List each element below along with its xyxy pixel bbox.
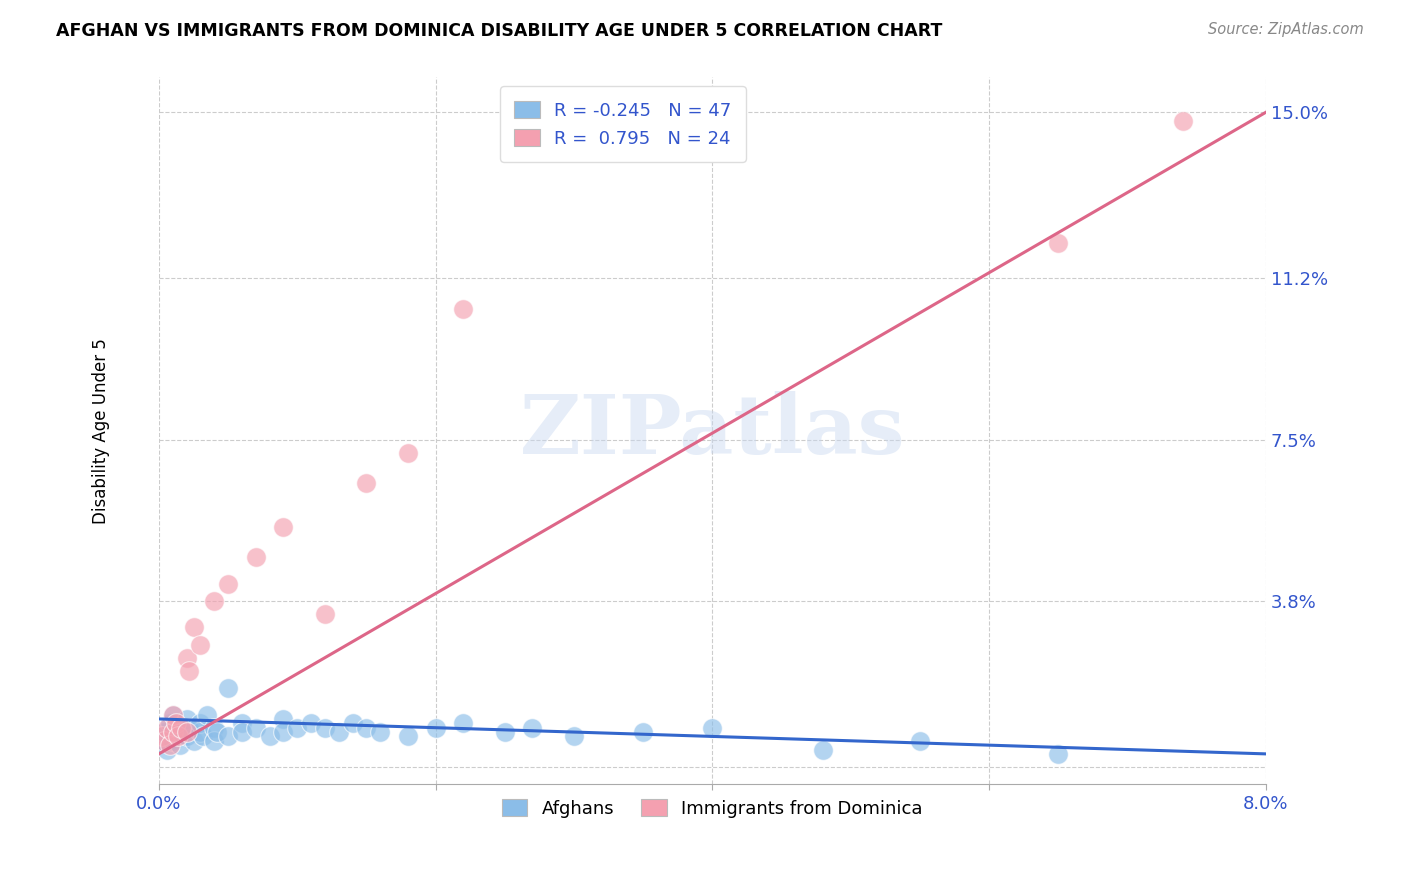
Point bbox=[273, 725, 295, 739]
Point bbox=[170, 725, 193, 739]
Point bbox=[179, 721, 201, 735]
Point bbox=[202, 594, 225, 608]
Text: AFGHAN VS IMMIGRANTS FROM DOMINICA DISABILITY AGE UNDER 5 CORRELATION CHART: AFGHAN VS IMMIGRANTS FROM DOMINICA DISAB… bbox=[56, 22, 942, 40]
Point bbox=[176, 730, 198, 744]
Text: Source: ZipAtlas.com: Source: ZipAtlas.com bbox=[1208, 22, 1364, 37]
Point bbox=[631, 725, 654, 739]
Point bbox=[1047, 747, 1070, 761]
Point bbox=[150, 733, 173, 747]
Point bbox=[328, 725, 350, 739]
Point bbox=[453, 301, 475, 316]
Point bbox=[165, 716, 187, 731]
Point bbox=[156, 721, 179, 735]
Point bbox=[176, 712, 198, 726]
Point bbox=[342, 716, 364, 731]
Point bbox=[162, 707, 184, 722]
Point bbox=[150, 730, 173, 744]
Y-axis label: Disability Age Under 5: Disability Age Under 5 bbox=[93, 338, 110, 524]
Point bbox=[190, 716, 212, 731]
Point bbox=[169, 738, 191, 752]
Point bbox=[562, 730, 585, 744]
Point bbox=[166, 721, 188, 735]
Point bbox=[811, 742, 834, 756]
Point bbox=[202, 721, 225, 735]
Point bbox=[165, 730, 187, 744]
Point bbox=[396, 446, 419, 460]
Point bbox=[356, 476, 378, 491]
Point bbox=[425, 721, 447, 735]
Point bbox=[1171, 114, 1194, 128]
Point bbox=[162, 707, 184, 722]
Point bbox=[285, 721, 308, 735]
Point bbox=[273, 520, 295, 534]
Point bbox=[368, 725, 391, 739]
Point bbox=[153, 733, 176, 747]
Point bbox=[159, 716, 181, 731]
Point bbox=[190, 725, 212, 739]
Point bbox=[314, 721, 336, 735]
Point bbox=[453, 716, 475, 731]
Point bbox=[217, 730, 239, 744]
Point bbox=[273, 712, 295, 726]
Point bbox=[1047, 236, 1070, 251]
Point bbox=[494, 725, 516, 739]
Point bbox=[162, 733, 184, 747]
Point bbox=[176, 651, 198, 665]
Point bbox=[908, 733, 931, 747]
Point bbox=[396, 730, 419, 744]
Point bbox=[193, 730, 215, 744]
Point bbox=[195, 707, 218, 722]
Point bbox=[231, 716, 253, 731]
Point bbox=[245, 721, 267, 735]
Point bbox=[356, 721, 378, 735]
Point bbox=[183, 620, 205, 634]
Point bbox=[314, 607, 336, 622]
Point bbox=[170, 721, 193, 735]
Point bbox=[299, 716, 322, 731]
Point bbox=[183, 733, 205, 747]
Point bbox=[205, 725, 228, 739]
Point bbox=[179, 664, 201, 678]
Point bbox=[231, 725, 253, 739]
Point bbox=[153, 725, 176, 739]
Point bbox=[162, 725, 184, 739]
Point bbox=[259, 730, 281, 744]
Point bbox=[156, 742, 179, 756]
Legend: Afghans, Immigrants from Dominica: Afghans, Immigrants from Dominica bbox=[495, 791, 929, 825]
Point bbox=[217, 681, 239, 696]
Point bbox=[176, 725, 198, 739]
Point bbox=[245, 550, 267, 565]
Point bbox=[702, 721, 724, 735]
Text: ZIPatlas: ZIPatlas bbox=[520, 391, 905, 471]
Point bbox=[167, 730, 190, 744]
Point bbox=[159, 738, 181, 752]
Point bbox=[522, 721, 544, 735]
Point bbox=[202, 733, 225, 747]
Point bbox=[217, 576, 239, 591]
Point bbox=[190, 638, 212, 652]
